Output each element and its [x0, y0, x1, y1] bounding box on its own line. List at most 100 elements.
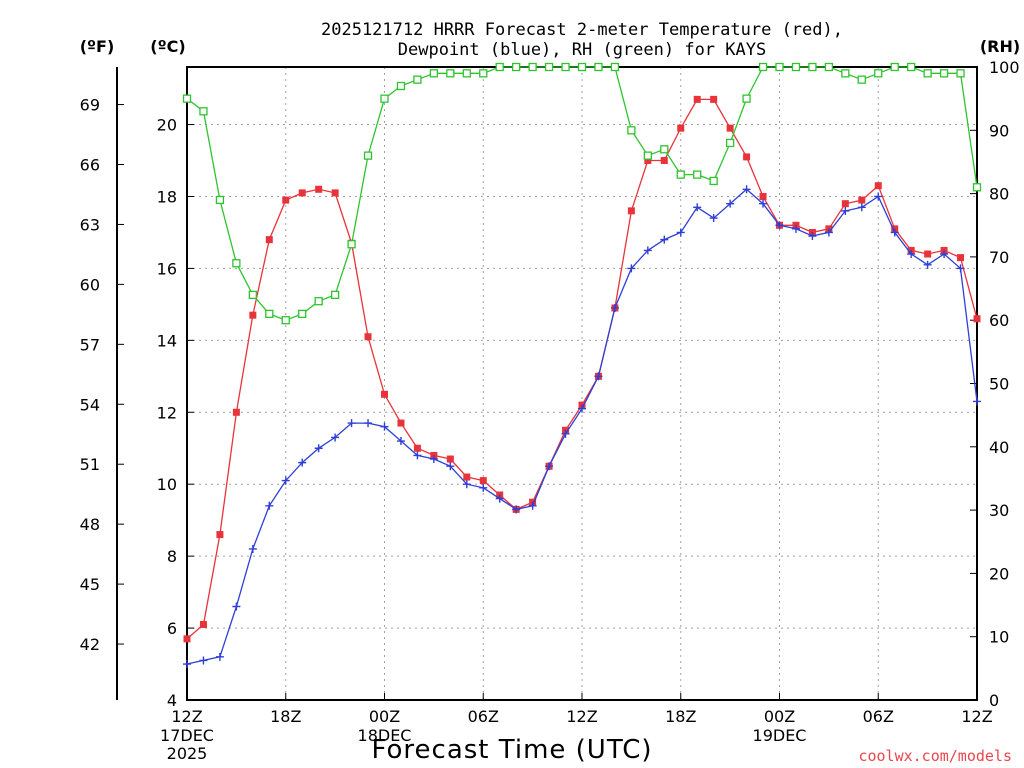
rh-point [495, 62, 504, 72]
dewpoint-point [676, 228, 685, 237]
x-tick-date-label: 17DEC [160, 726, 214, 745]
celsius-tick-label: 20 [157, 116, 177, 135]
temperature-point [265, 236, 273, 244]
x-axis-label: Forecast Time (UTC) [371, 735, 652, 765]
temperature-point [413, 444, 421, 452]
dewpoint-point [808, 232, 817, 241]
rh-point [281, 316, 290, 325]
fahrenheit-tick-label: 60 [80, 275, 100, 294]
temperature-point [479, 477, 487, 485]
temperature-point [660, 157, 668, 165]
temperature-point [298, 189, 306, 197]
fahrenheit-tick-label: 45 [80, 575, 100, 594]
dewpoint-point [973, 397, 981, 406]
dewpoint-point [775, 221, 784, 230]
dewpoint-point [709, 214, 718, 223]
dewpoint-point [545, 462, 554, 471]
temperature-point [183, 635, 191, 643]
rh-tick-label: 30 [989, 501, 1009, 520]
dewpoint-point [528, 501, 537, 510]
temperature-point [644, 157, 652, 165]
dewpoint-point [857, 203, 866, 212]
dewpoint-point [281, 476, 290, 485]
fahrenheit-tick-label: 69 [80, 96, 100, 115]
rh-point [972, 183, 982, 192]
rh-tick-label: 60 [989, 311, 1009, 330]
dewpoint-point [923, 260, 932, 269]
temperature-point [364, 333, 372, 341]
temperature-point [677, 124, 685, 132]
dewpoint-point [759, 199, 768, 208]
rh-point [248, 290, 257, 300]
temperature-point [463, 473, 471, 481]
dewpoint-point [940, 250, 949, 259]
x-tick-label: 12Z [566, 707, 597, 726]
temperature-point [759, 192, 767, 200]
rh-point [544, 62, 554, 72]
fahrenheit-tick-label: 66 [80, 156, 100, 175]
rh-point [725, 138, 735, 148]
rh-point [330, 290, 340, 300]
temperature-point [199, 620, 207, 628]
dewpoint-point [183, 660, 191, 669]
data-series [182, 62, 982, 669]
dewpoint-point [578, 404, 586, 413]
rh-point [413, 75, 422, 84]
rh-point [758, 62, 768, 72]
rh-point [742, 94, 751, 103]
chart-title-line-1: 2025121712 HRRR Forecast 2-meter Tempera… [321, 20, 843, 40]
rh-point [199, 107, 208, 116]
rh-point [446, 69, 455, 78]
temperature-point [446, 455, 454, 463]
x-tick-label: 18Z [665, 707, 696, 726]
rh-tick-label: 50 [989, 375, 1009, 394]
temperature-point [726, 124, 734, 132]
dewpoint-point [956, 264, 965, 273]
x-tick-label: 12Z [171, 707, 202, 726]
dewpoint-point [215, 652, 224, 661]
temperature-point [627, 207, 635, 215]
rh-point [857, 75, 866, 84]
fahrenheit-tick-label: 54 [80, 395, 100, 414]
rh-point [841, 69, 850, 78]
rh-tick-label: 20 [989, 564, 1009, 583]
x-tick-label: 00Z [369, 707, 400, 726]
temperature-point [397, 419, 405, 427]
rh-point [347, 240, 356, 249]
rh-tick-label: 10 [989, 628, 1009, 647]
temperature-point [924, 250, 932, 258]
rh-point [182, 94, 192, 103]
rh-tick-label: 80 [989, 185, 1009, 204]
dewpoint-point [874, 192, 883, 201]
celsius-tick-label: 12 [157, 403, 177, 422]
rh-point [824, 62, 834, 72]
dewpoint-point [627, 264, 636, 273]
rh-point [232, 259, 241, 268]
celsius-tick-label: 6 [167, 619, 177, 638]
rh-point [676, 170, 685, 179]
fahrenheit-tick-label: 51 [80, 455, 100, 474]
dewpoint-point [331, 433, 340, 442]
rh-point [594, 62, 603, 72]
temperature-point [841, 200, 849, 208]
temperature-point [232, 408, 240, 416]
rh-point [363, 151, 373, 160]
temperature-point [282, 196, 290, 204]
dewpoint-point [413, 451, 422, 460]
dewpoint-point [742, 185, 751, 194]
rh-point [693, 170, 702, 179]
rh-tick-label: 70 [989, 248, 1009, 267]
celsius-tick-label: 8 [167, 547, 177, 566]
dewpoint-point [643, 246, 652, 255]
dewpoint-point [380, 422, 389, 431]
rh-point [939, 69, 949, 78]
dewpoint-point [824, 228, 833, 237]
rh-point [923, 69, 932, 78]
fahrenheit-unit-label: (ºF) [80, 37, 115, 56]
dewpoint-point [314, 444, 323, 453]
temperature-point [331, 189, 339, 197]
dewpoint-point [265, 501, 274, 510]
rh-point [265, 309, 274, 319]
dewpoint-point [561, 429, 570, 438]
